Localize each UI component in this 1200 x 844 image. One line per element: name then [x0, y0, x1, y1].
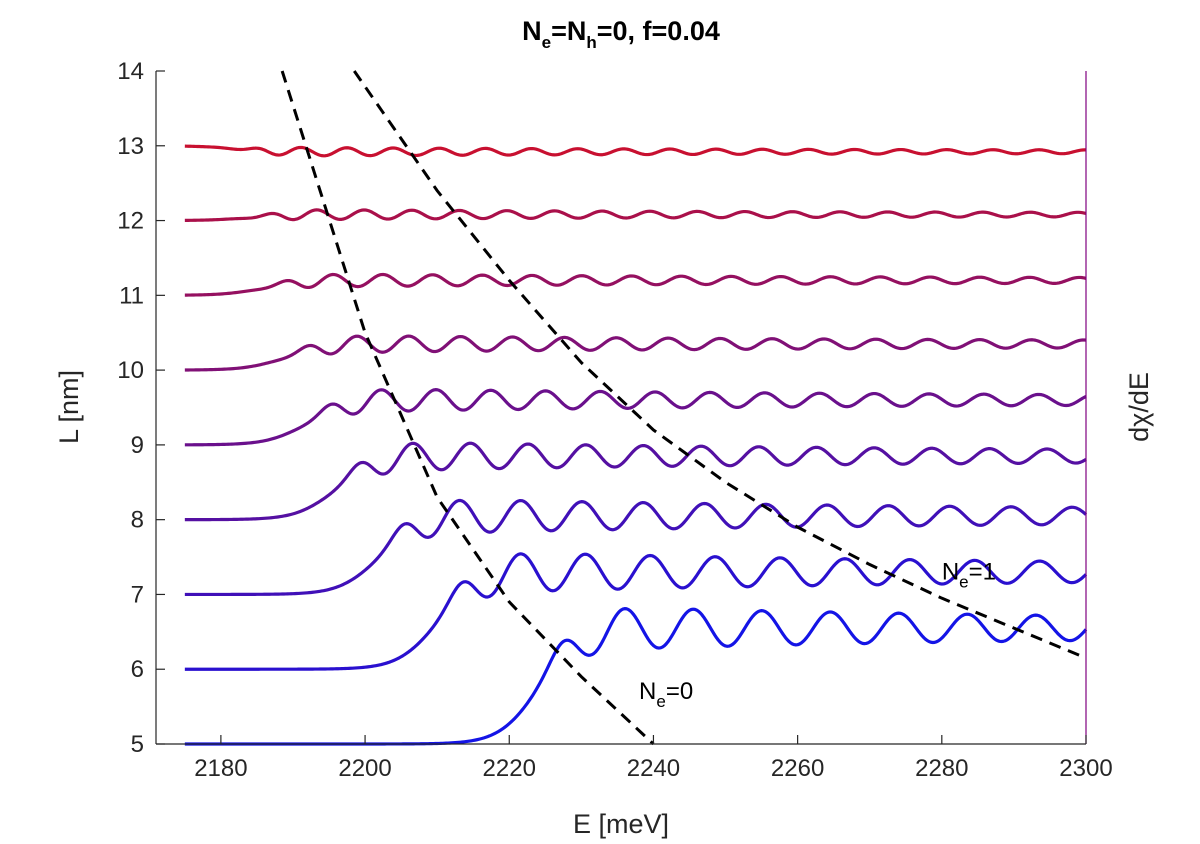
series-line-L=9 [184, 388, 1087, 447]
dashed-curves [280, 70, 1087, 746]
y-tick-label-5: 5 [131, 731, 144, 758]
y-tick-label-8: 8 [131, 507, 144, 534]
y-tick-label-10: 10 [117, 357, 144, 384]
y-tick-label-13: 13 [117, 133, 144, 160]
x-tick-label-2280: 2280 [915, 755, 968, 782]
x-axis-label: E [meV] [573, 809, 669, 839]
x-tick-label-2180: 2180 [194, 755, 247, 782]
x-tick-label-2300: 2300 [1059, 755, 1112, 782]
y-tick-label-7: 7 [131, 581, 144, 608]
series-line-L=8 [184, 441, 1087, 522]
dashed-line-Ne=0 [280, 70, 655, 746]
x-tick-label-2260: 2260 [771, 755, 824, 782]
y-tick-label-11: 11 [119, 282, 144, 309]
series-line-L=11 [184, 272, 1087, 297]
y-tick-label-14: 14 [117, 58, 144, 85]
series-line-L=10 [184, 334, 1087, 372]
y-tick-label-6: 6 [131, 656, 144, 683]
chart-title: Ne=Nh=0, f=0.04 [522, 16, 720, 52]
x-tick-label-2200: 2200 [338, 755, 391, 782]
x-tick-label-2240: 2240 [627, 755, 680, 782]
axes [155, 71, 1087, 745]
ticks: 2180 2200 2220 2240 2260 2280 2300 5 6 7 8 9 10 11 12 1… [117, 58, 1112, 782]
x-tick-label-2220: 2220 [483, 755, 536, 782]
y-tick-label-12: 12 [117, 208, 144, 235]
annotation-Ne=0: Ne=0 [639, 678, 693, 711]
series-line-L=6 [184, 552, 1088, 671]
annotation-Ne=1: Ne=1 [942, 558, 996, 591]
annotations: Ne=0 Ne=1 [639, 558, 996, 711]
series-line-L=13 [184, 144, 1087, 158]
y-axis-label: L [nm] [54, 370, 84, 444]
right-axis-label: dχ/dE [1124, 372, 1154, 442]
y-tick-label-9: 9 [131, 432, 144, 459]
dashed-line-Ne=1 [353, 70, 1087, 660]
series-line-L=12 [184, 208, 1087, 222]
series-line-L=7 [184, 498, 1088, 597]
